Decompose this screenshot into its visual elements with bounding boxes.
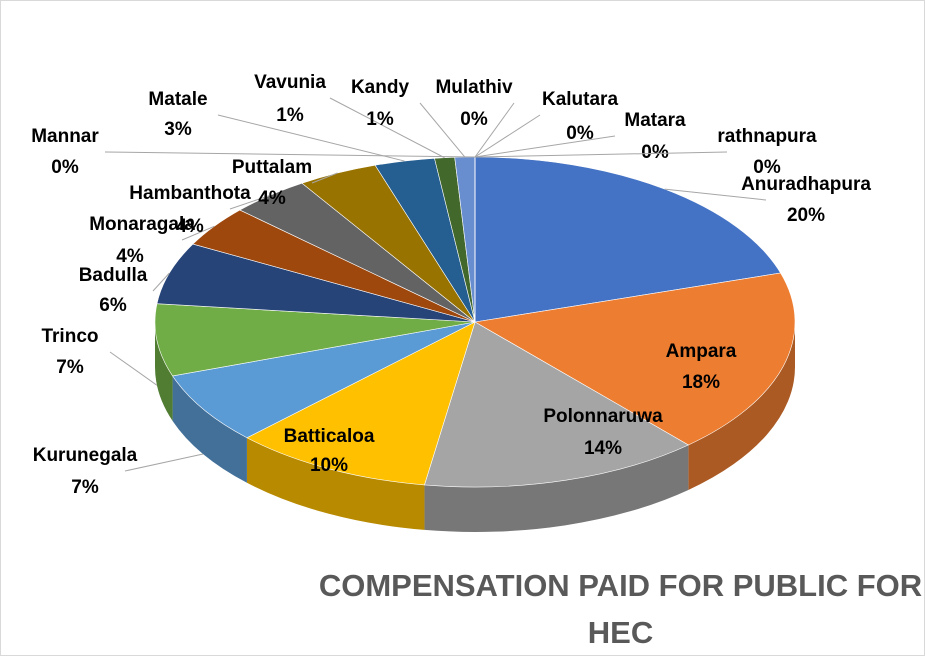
slice-value-label: 7% [71, 477, 99, 498]
slice-label: Mulathiv [435, 77, 512, 98]
slice-side [688, 322, 795, 490]
slice [172, 321, 476, 439]
slice-value-label: 4% [258, 188, 286, 209]
leader-line [181, 225, 215, 241]
slice-label: Anuradhapura [741, 174, 871, 195]
slice-side [172, 375, 247, 483]
chart-title: COMPENSATION PAID FOR PUBLIC FOR HEC [318, 568, 923, 650]
slice-label: rathnapura [717, 126, 817, 147]
slice-value-label: 4% [116, 246, 144, 267]
slice-value-label: 6% [99, 295, 127, 316]
slice-label: Monaragala [89, 214, 195, 235]
slice-value-label: 10% [310, 455, 348, 476]
slice-value-label: 3% [164, 119, 192, 140]
slice-value-label: 1% [276, 105, 304, 126]
slice [246, 321, 476, 486]
slice-value-label: 14% [584, 438, 622, 459]
slice-value-label: 0% [566, 123, 594, 144]
slice-side [246, 437, 425, 530]
slice-label: Batticaloa [284, 426, 375, 447]
leader-line [474, 151, 728, 158]
slice [156, 243, 476, 323]
slice-label: Mannar [31, 126, 99, 147]
slice-label: Kandy [351, 77, 410, 98]
slice-label: Badulla [79, 265, 148, 286]
leader-line [104, 151, 476, 158]
slice-value-label: 7% [56, 357, 84, 378]
slice-value-label: 20% [787, 205, 825, 226]
slice-value-label: 1% [366, 109, 394, 130]
leader-line [311, 172, 338, 184]
slice [474, 272, 796, 446]
leader-line [217, 114, 405, 162]
slice [424, 321, 690, 488]
leader-line [109, 351, 158, 386]
slice-value-label: 4% [176, 216, 204, 237]
slice-side [424, 444, 689, 532]
slice-value-label: 0% [460, 109, 488, 130]
slice-side [155, 322, 173, 421]
slice-label: Hambanthota [129, 183, 251, 204]
slice-label: Ampara [666, 341, 737, 362]
leader-line [474, 135, 616, 158]
slice-label: Vavunia [254, 72, 326, 93]
leader-line [229, 195, 270, 210]
slice-label: Polonnaruwa [543, 406, 663, 427]
slice-label: Kurunegala [33, 445, 138, 466]
leader-line [124, 453, 204, 472]
leader-line [474, 114, 541, 158]
slice-label: Trinco [41, 326, 98, 347]
slice-label: Puttalam [232, 157, 312, 178]
slice-label: Matara [624, 110, 686, 131]
leader-line [329, 97, 445, 159]
slice [154, 303, 476, 377]
slice-label: Kalutara [542, 89, 618, 110]
slice-value-label: 0% [641, 142, 669, 163]
slice-value-label: 0% [51, 157, 79, 178]
leader-line [474, 102, 515, 158]
slice-value-label: 18% [682, 372, 720, 393]
slice-value-label: 0% [753, 157, 781, 178]
leader-line [152, 272, 170, 292]
leader-line [419, 102, 466, 158]
leader-line [664, 188, 767, 201]
slice-label: Matale [148, 89, 207, 110]
